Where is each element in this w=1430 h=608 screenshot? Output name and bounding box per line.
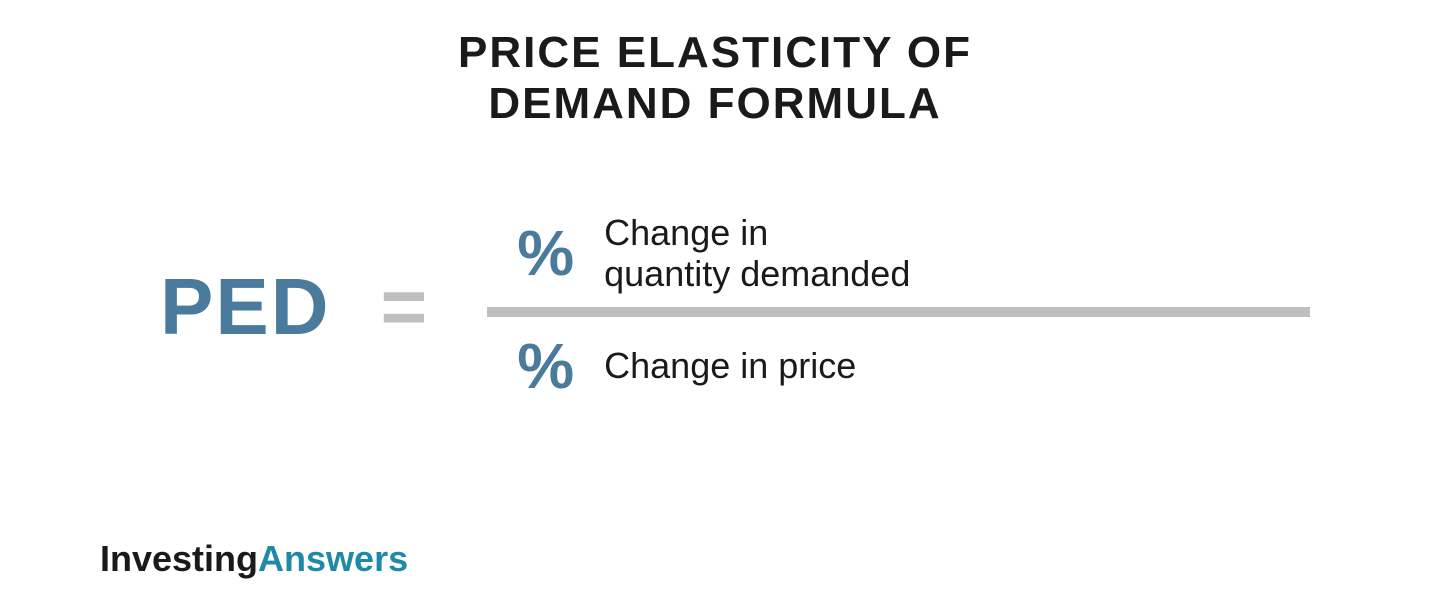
numerator-text: Change in quantity demanded (604, 212, 910, 295)
numerator: % Change in quantity demanded (487, 200, 1310, 307)
formula-title: PRICE ELASTICITY OF DEMAND FORMULA (0, 28, 1430, 129)
brand-part-1: Investing (100, 538, 258, 579)
equals-sign: = (381, 261, 428, 353)
numerator-line-1: Change in (604, 212, 910, 253)
brand-part-2: Answers (258, 538, 408, 579)
brand-logo: InvestingAnswers (100, 538, 408, 580)
title-line-2: DEMAND FORMULA (0, 79, 1430, 130)
formula-container: PED = % Change in quantity demanded % Ch… (0, 200, 1430, 415)
fraction-divider (487, 307, 1310, 317)
ped-label: PED (160, 261, 331, 353)
denominator-text: Change in price (604, 345, 856, 386)
fraction: % Change in quantity demanded % Change i… (487, 200, 1310, 415)
denominator: % Change in price (487, 317, 1310, 415)
title-line-1: PRICE ELASTICITY OF (0, 28, 1430, 79)
percent-icon: % (517, 216, 574, 290)
percent-icon: % (517, 329, 574, 403)
numerator-line-2: quantity demanded (604, 253, 910, 294)
